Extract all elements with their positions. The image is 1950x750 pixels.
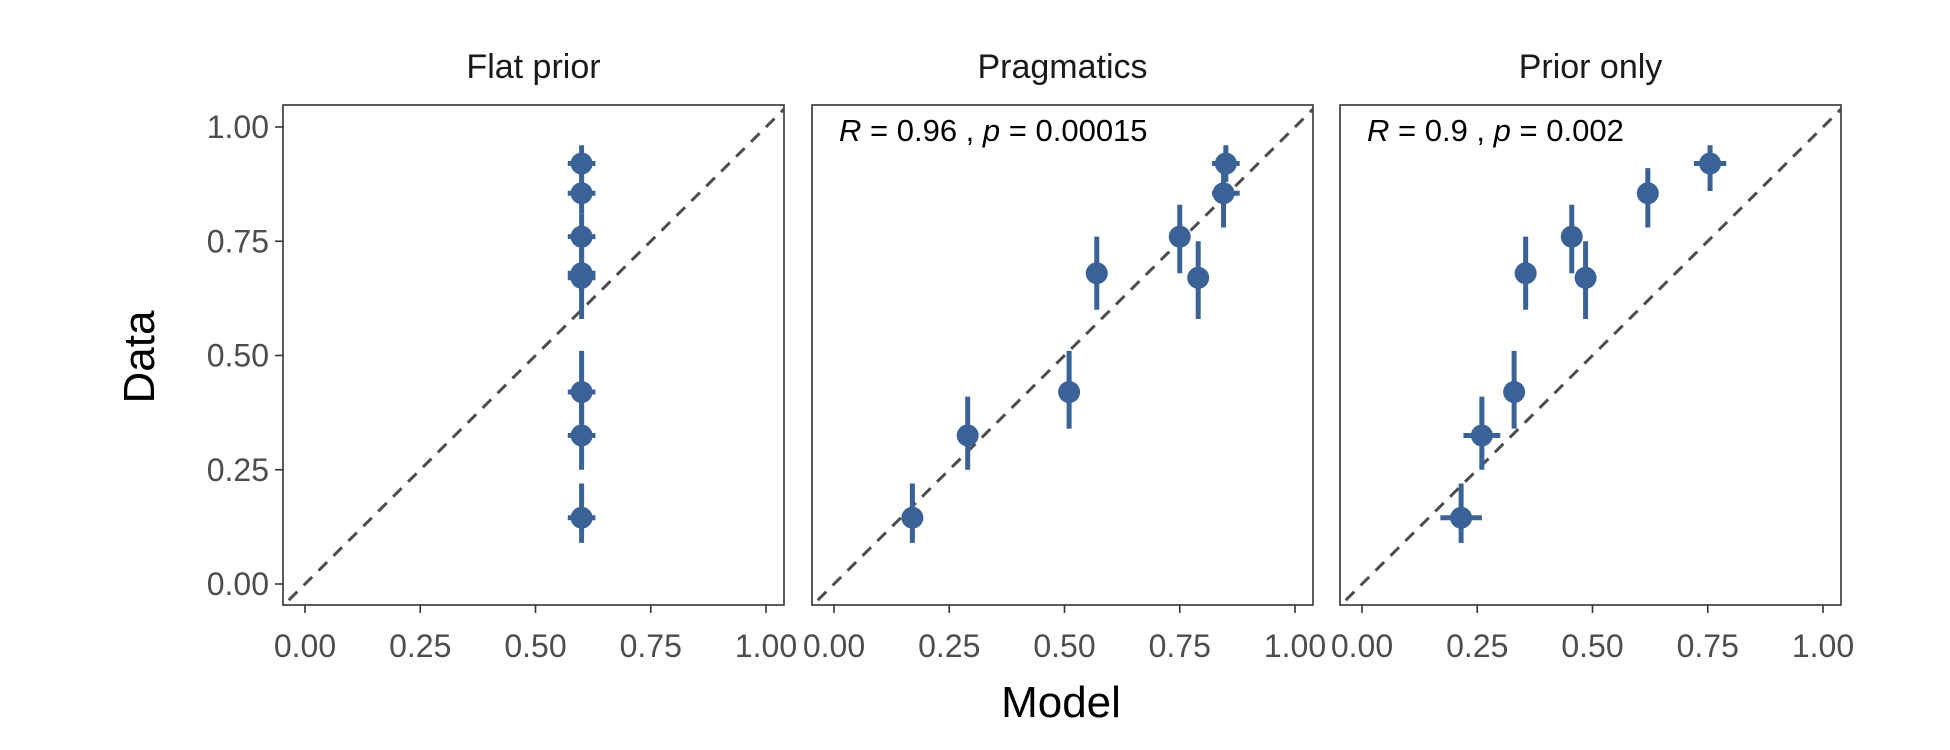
point-marker: [1187, 266, 1210, 289]
stat-value: = 0.9 ,: [1389, 113, 1493, 148]
data-point: [567, 172, 596, 214]
y-axis-title: Data: [115, 310, 164, 403]
panel-frame: [811, 104, 1314, 606]
point-marker: [1503, 381, 1526, 404]
point-marker: [570, 381, 593, 404]
data-point: [1085, 236, 1108, 310]
data-point: [1058, 350, 1081, 429]
panel-2: Pragmatics 0.00 0.25 0.50 0.75 1.00 R = 0.96 ,…: [803, 48, 1326, 664]
data-point: [567, 241, 596, 319]
point-marker: [956, 424, 979, 447]
point-marker: [1470, 424, 1493, 447]
data-point: [1187, 241, 1210, 319]
y-tick-label: 0.25: [207, 452, 269, 488]
data-point: [1212, 172, 1240, 228]
point-marker: [1085, 262, 1108, 285]
stat-symbol: R: [839, 113, 861, 148]
data-point: [1463, 396, 1501, 470]
data-point: [567, 401, 596, 470]
x-axis-title: Model: [1001, 678, 1121, 727]
stat-symbol: p: [982, 113, 1000, 148]
point-marker: [901, 506, 924, 529]
x-tick-label: 0.00: [274, 628, 336, 664]
x-tick-label: 0.25: [918, 628, 980, 664]
x-tick-label: 0.75: [1677, 628, 1739, 664]
identity-reference-line: [1340, 107, 1841, 605]
point-marker: [1168, 225, 1191, 248]
data-point: [1503, 350, 1526, 429]
data-point: [1574, 241, 1597, 319]
point-marker: [1560, 225, 1583, 248]
x-tick-label: 0.25: [1446, 628, 1508, 664]
data-point: [1168, 204, 1191, 274]
y-tick-label: 0.75: [207, 223, 269, 259]
panel-frame: [1339, 104, 1842, 606]
point-marker: [570, 266, 593, 289]
data-point: [1693, 145, 1727, 191]
point-marker: [570, 506, 593, 529]
point-marker: [1214, 152, 1237, 175]
x-tick-label: 0.75: [1149, 628, 1211, 664]
x-tick-label: 0.00: [1331, 628, 1393, 664]
x-tick-label: 0.00: [803, 628, 865, 664]
point-marker: [1058, 381, 1081, 404]
x-tick-label: 1.00: [1792, 628, 1854, 664]
point-marker: [1514, 262, 1537, 285]
point-marker: [570, 424, 593, 447]
panel-title: Prior only: [1519, 48, 1663, 86]
panel-1: Flat prior 0.00 0.25 0.50 0.75 1.00: [274, 48, 797, 664]
stat-value: = 0.002: [1511, 113, 1624, 148]
data-point: [1560, 204, 1583, 274]
point-marker: [1699, 152, 1722, 175]
stat-symbol: p: [1493, 113, 1511, 148]
y-tick-label: 1.00: [207, 109, 269, 145]
x-tick-label: 0.50: [1561, 628, 1623, 664]
correlation-annotation: R = 0.9 , p = 0.002: [1367, 113, 1624, 148]
point-marker: [1212, 182, 1235, 205]
correlation-annotation: R = 0.96 , p = 0.00015: [839, 113, 1148, 148]
data-point: [1636, 168, 1659, 228]
panel-3: Prior only 0.00 0.25 0.50 0.75 1.00 R = 0.9 , …: [1331, 48, 1854, 664]
panel-frame: [282, 104, 785, 606]
point-marker: [570, 182, 593, 205]
point-marker: [1636, 182, 1659, 205]
x-tick-label: 0.50: [1033, 628, 1095, 664]
stat-value: = 0.96 ,: [861, 113, 983, 148]
point-marker: [1574, 266, 1597, 289]
x-tick-label: 0.50: [504, 628, 566, 664]
data-point: [567, 483, 596, 543]
stat-value: = 0.00015: [1000, 113, 1147, 148]
data-point: [956, 396, 979, 470]
y-axis: 0.00 0.25 0.50 0.75 1.00: [207, 109, 283, 602]
identity-reference-line: [283, 107, 784, 605]
y-tick-label: 0.50: [207, 338, 269, 374]
data-point: [1514, 236, 1537, 310]
point-marker: [1450, 506, 1473, 529]
x-tick-label: 1.00: [1264, 628, 1326, 664]
point-marker: [570, 225, 593, 248]
panel-title: Pragmatics: [977, 48, 1147, 86]
identity-reference-line: [812, 107, 1313, 605]
point-marker: [570, 152, 593, 175]
x-tick-label: 0.25: [389, 628, 451, 664]
stat-symbol: R: [1367, 113, 1389, 148]
y-tick-label: 0.00: [207, 566, 269, 602]
panel-title: Flat prior: [466, 48, 600, 86]
data-point: [1440, 483, 1482, 543]
x-tick-label: 0.75: [620, 628, 682, 664]
data-point: [901, 483, 924, 543]
x-tick-label: 1.00: [735, 628, 797, 664]
